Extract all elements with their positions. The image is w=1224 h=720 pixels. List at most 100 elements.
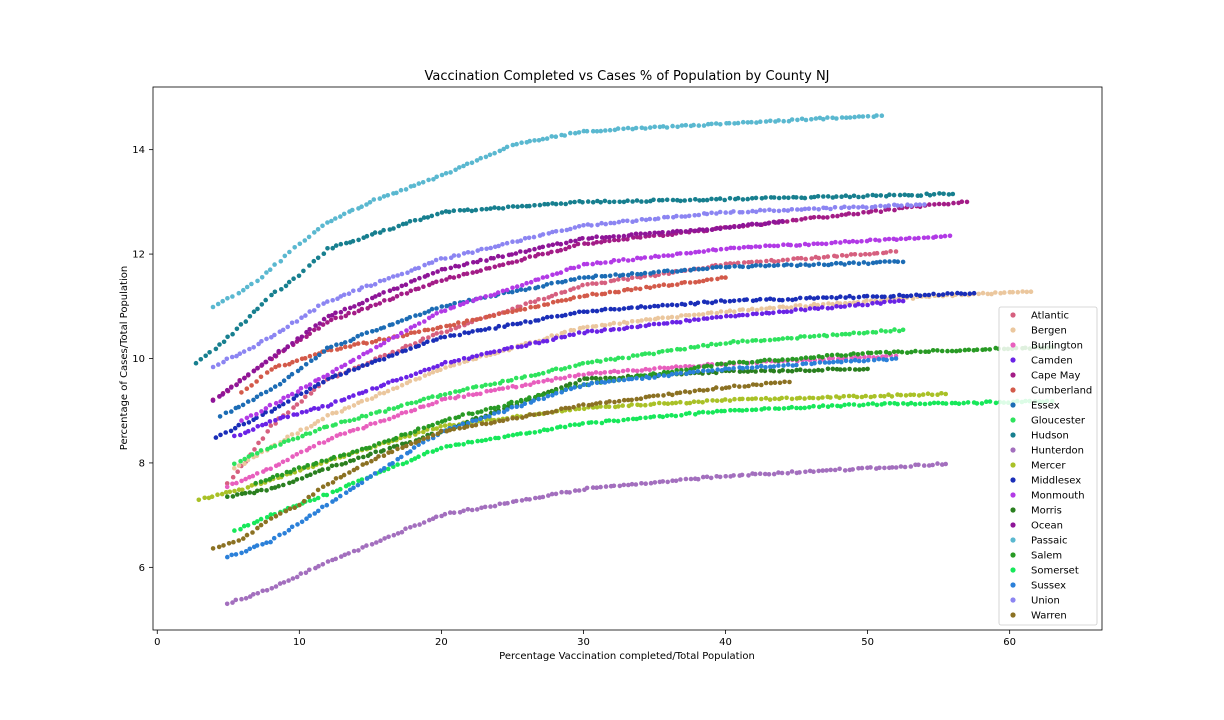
data-point	[846, 239, 852, 245]
data-point	[674, 303, 680, 308]
data-point	[399, 330, 404, 336]
data-point	[363, 413, 369, 419]
data-point	[785, 297, 791, 302]
data-point	[439, 172, 445, 178]
data-point	[564, 240, 569, 246]
data-point	[281, 439, 287, 445]
data-point	[939, 462, 945, 467]
data-point	[576, 330, 582, 335]
data-point	[460, 412, 466, 417]
data-point	[580, 200, 585, 205]
data-point	[281, 378, 287, 384]
data-point	[505, 309, 510, 315]
data-point	[697, 227, 702, 232]
data-point	[395, 446, 400, 452]
data-point	[500, 288, 506, 294]
data-point	[642, 351, 648, 357]
data-point	[621, 306, 627, 311]
data-point	[803, 355, 809, 361]
data-point	[790, 217, 796, 223]
data-point	[338, 453, 343, 459]
data-point	[612, 220, 617, 226]
data-point	[510, 309, 515, 315]
legend-entry: Salem	[1031, 551, 1062, 562]
data-point	[568, 238, 573, 244]
data-point	[634, 198, 640, 203]
data-point	[825, 404, 831, 410]
data-point	[979, 401, 985, 406]
data-point	[484, 206, 489, 212]
data-point	[585, 282, 590, 287]
data-point	[421, 404, 426, 409]
y-tick-label: 12	[132, 250, 145, 261]
data-point	[536, 138, 542, 143]
data-point	[289, 371, 295, 377]
data-point	[815, 241, 820, 246]
data-point	[230, 294, 235, 299]
data-point	[451, 253, 457, 258]
data-point	[276, 404, 282, 409]
data-point	[374, 328, 380, 333]
data-point	[237, 351, 243, 357]
data-point	[817, 360, 823, 365]
data-point	[387, 445, 393, 451]
data-point	[811, 333, 817, 339]
data-point	[634, 375, 639, 381]
data-point	[519, 140, 524, 145]
data-point	[669, 314, 675, 320]
data-point	[594, 292, 599, 297]
data-point	[750, 311, 756, 317]
data-point	[550, 201, 555, 206]
data-point	[497, 501, 503, 507]
data-point	[688, 344, 694, 350]
data-point	[278, 399, 283, 404]
data-point	[823, 241, 829, 247]
data-point	[834, 304, 839, 309]
data-point	[897, 292, 902, 298]
legend-entry: Morris	[1031, 506, 1062, 517]
data-point	[625, 237, 630, 242]
data-point	[544, 338, 550, 344]
data-point	[320, 562, 326, 567]
data-point	[391, 335, 396, 340]
data-point	[273, 584, 279, 589]
data-point	[629, 376, 635, 382]
data-point	[333, 315, 338, 321]
data-point	[317, 321, 323, 326]
data-point	[408, 325, 414, 330]
data-point	[230, 331, 235, 337]
data-point	[296, 273, 302, 279]
data-point	[330, 489, 336, 495]
data-point	[644, 284, 649, 290]
data-point	[883, 349, 889, 355]
data-point	[717, 196, 723, 201]
data-point	[809, 117, 814, 122]
data-point	[283, 508, 289, 514]
data-point	[900, 259, 906, 265]
data-point	[682, 267, 688, 273]
data-point	[394, 190, 399, 196]
data-point	[669, 282, 675, 288]
data-point	[325, 220, 330, 225]
data-point	[533, 495, 538, 501]
data-point	[856, 205, 861, 210]
data-point	[364, 283, 370, 289]
data-point	[558, 424, 563, 430]
data-point	[607, 399, 612, 404]
data-point	[775, 262, 781, 268]
data-point	[311, 308, 317, 313]
data-point	[433, 257, 439, 263]
data-point	[951, 200, 956, 206]
data-point	[815, 302, 821, 308]
data-point	[356, 416, 362, 421]
data-point	[537, 202, 543, 208]
data-point	[272, 384, 278, 389]
data-point	[541, 427, 547, 433]
data-point	[590, 261, 595, 267]
data-point	[532, 203, 537, 208]
data-point	[633, 125, 639, 131]
data-point	[665, 365, 671, 371]
legend-marker	[1010, 327, 1016, 333]
data-point	[352, 310, 357, 316]
data-point	[966, 347, 972, 353]
